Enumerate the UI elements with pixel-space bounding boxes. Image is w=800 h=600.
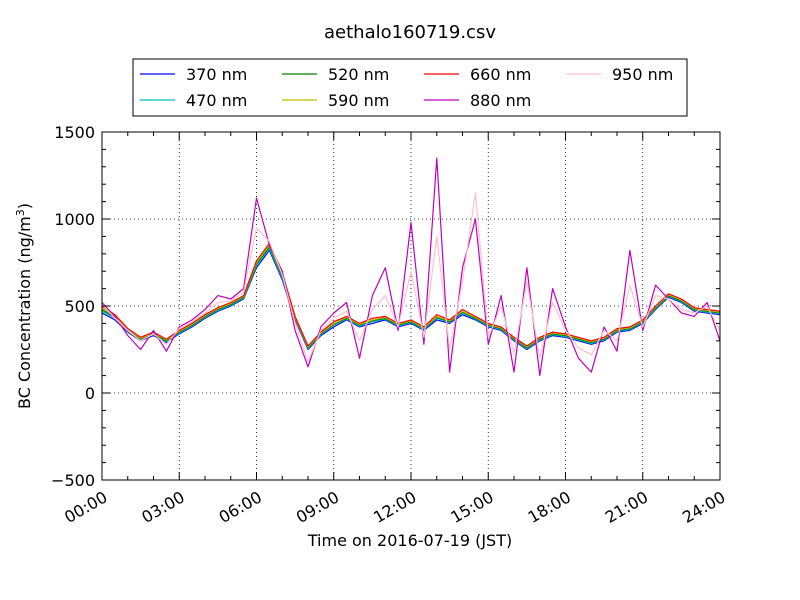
- legend-label: 590 nm: [328, 91, 389, 110]
- legend-label: 470 nm: [186, 91, 247, 110]
- series-line-660-nm: [101, 242, 721, 347]
- series-line-470-nm: [101, 248, 721, 350]
- legend-label: 660 nm: [470, 65, 531, 84]
- y-tick-label: 500: [64, 297, 95, 316]
- series-line-880-nm: [101, 157, 721, 377]
- legend-label: 950 nm: [612, 65, 673, 84]
- x-axis-label: Time on 2016-07-19 (JST): [307, 531, 512, 550]
- series-line-370-nm: [101, 249, 721, 351]
- legend: 370 nm 470 nm 520 nm 590 nm 660 nm 880 nm 950 …: [132, 58, 688, 117]
- y-tick-label: −500: [51, 471, 95, 490]
- legend-label: 370 nm: [186, 65, 247, 84]
- y-tick-label: 0: [85, 384, 95, 403]
- series-line-520-nm: [101, 246, 721, 349]
- chart-title: aethalo160719.csv: [324, 22, 496, 43]
- y-axis-label-main: BC Concentration (ng/m: [15, 216, 34, 409]
- series-line-950-nm: [101, 192, 721, 363]
- y-axis-label-close: ): [15, 203, 34, 209]
- legend-frame: [132, 58, 688, 117]
- y-axis-label-superscript: 3: [14, 209, 27, 216]
- series-line-590-nm: [101, 244, 721, 348]
- series-layer: [101, 157, 721, 377]
- grid-layer: [102, 132, 720, 480]
- legend-label: 880 nm: [470, 91, 531, 110]
- y-tick-label: 1500: [54, 123, 95, 142]
- y-axis-label: BC Concentration (ng/m3): [14, 203, 35, 409]
- legend-label: 520 nm: [328, 65, 389, 84]
- plot-frame: [101, 131, 721, 481]
- y-tick-label: 1000: [54, 210, 95, 229]
